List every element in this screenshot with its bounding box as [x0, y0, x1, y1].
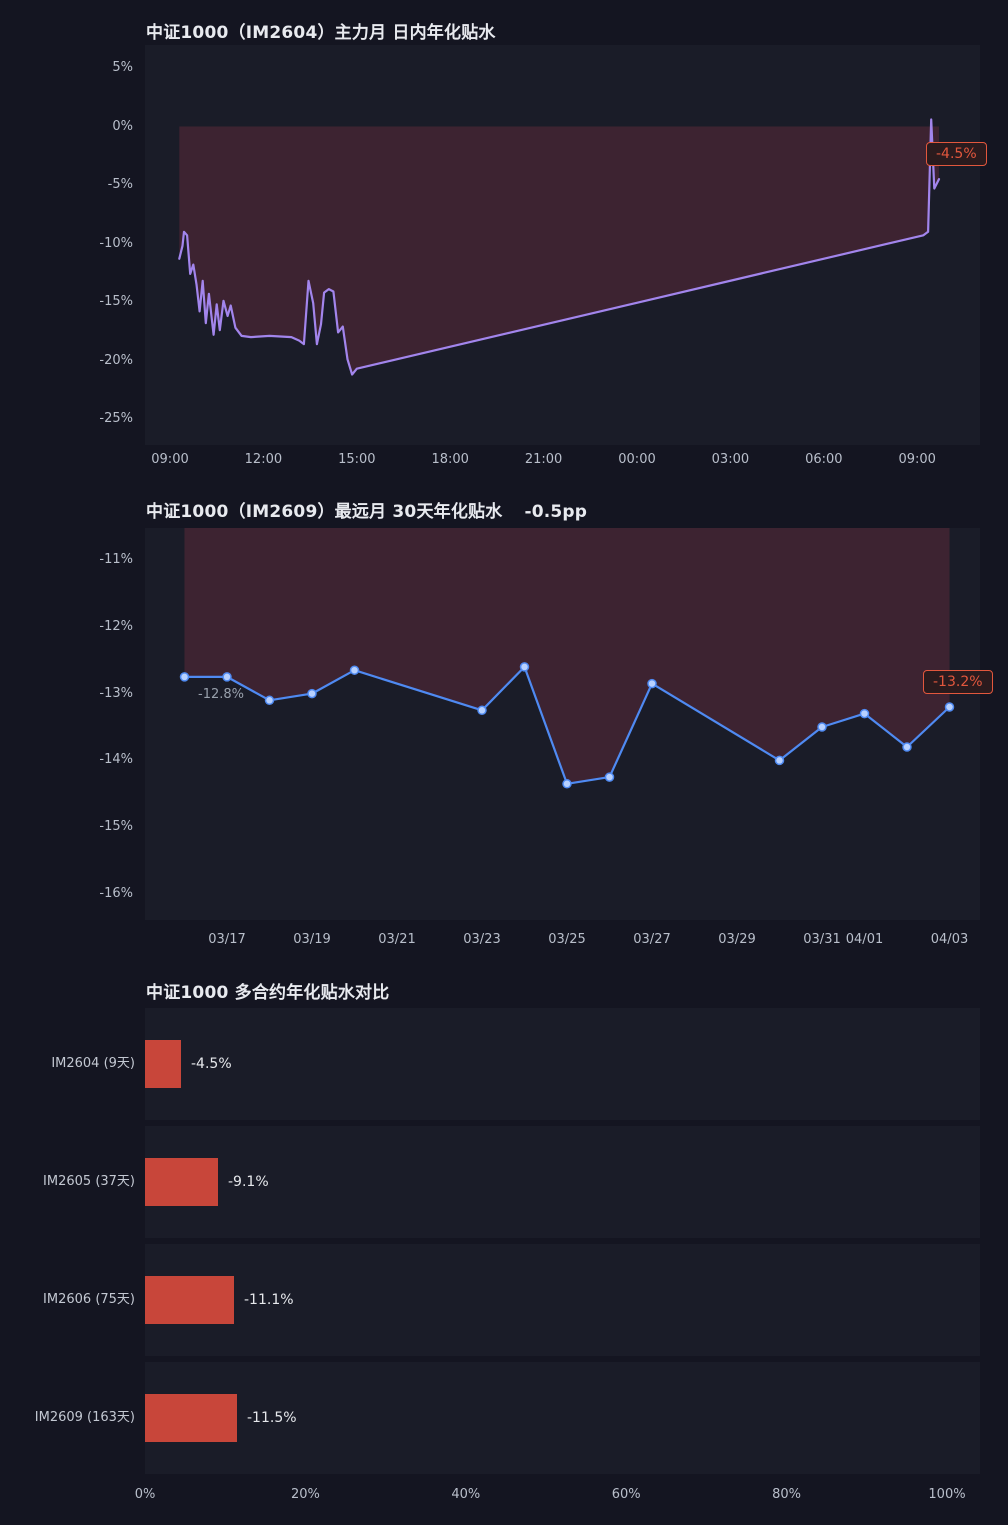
monthly-x-tick-label: 03/21: [378, 932, 416, 947]
monthly-chart-title: 中证1000（IM2609）最远月 30天年化贴水 -0.5pp: [146, 497, 587, 522]
monthly-x-tick-label: 04/01: [845, 932, 884, 947]
intraday-y-tick-label: 5%: [112, 60, 133, 75]
intraday-last-value-badge: -4.5%: [926, 142, 987, 166]
monthly-y-tick-label: -14%: [99, 752, 133, 768]
monthly-line-chart[interactable]: [145, 528, 980, 920]
comparison-x-tick-label: 60%: [611, 1487, 641, 1502]
comparison-bar-category-label: IM2604 (9天): [51, 1056, 135, 1071]
comparison-x-tick-label: 40%: [451, 1487, 481, 1502]
intraday-x-tick-label: 21:00: [524, 452, 563, 467]
comparison-bar-category-label: IM2606 (75天): [43, 1292, 135, 1307]
comparison-bar-im2606[interactable]: [145, 1276, 234, 1324]
monthly-x-tick-label: 03/19: [293, 932, 331, 947]
comparison-bar-value-label: -4.5%: [191, 1056, 232, 1072]
intraday-y-tick-label: -20%: [99, 352, 133, 368]
intraday-x-tick-label: 12:00: [244, 452, 283, 467]
intraday-y-tick-label: -10%: [99, 235, 133, 251]
monthly-x-tick-label: 03/25: [548, 932, 586, 947]
comparison-x-tick-label: 0%: [134, 1487, 156, 1502]
monthly-y-tick-label: -16%: [99, 886, 133, 901]
comparison-bar-value-label: -11.1%: [244, 1292, 294, 1308]
intraday-x-tick-label: 06:00: [805, 452, 843, 467]
monthly-chart-subtitle: -0.5pp: [524, 502, 588, 522]
comparison-bar-value-label: -11.5%: [247, 1410, 297, 1426]
comparison-x-tick-label: 20%: [290, 1487, 320, 1502]
monthly-x-tick-label: 03/17: [208, 932, 246, 947]
comparison-row-band: [145, 1126, 980, 1238]
intraday-x-tick-label: 15:00: [338, 452, 376, 467]
comparison-x-tick-label: 100%: [928, 1487, 966, 1502]
intraday-chart-title: 中证1000（IM2604）主力月 日内年化贴水: [146, 23, 496, 43]
comparison-bar-im2605[interactable]: [145, 1158, 218, 1206]
intraday-y-tick-label: -25%: [99, 411, 133, 426]
monthly-x-tick-label: 03/31: [803, 932, 841, 947]
intraday-y-tick-label: -5%: [107, 177, 133, 192]
comparison-row-band: [145, 1244, 980, 1356]
monthly-y-tick-label: -12%: [99, 618, 133, 634]
intraday-x-tick-label: 09:00: [898, 452, 936, 467]
comparison-bar-im2604[interactable]: [145, 1040, 181, 1088]
monthly-point-label: -12.8%: [198, 687, 244, 702]
comparison-bar-im2609[interactable]: [145, 1394, 237, 1442]
comparison-bar-category-label: IM2605 (37天): [43, 1174, 135, 1189]
comparison-row-band: [145, 1362, 980, 1474]
monthly-y-tick-label: -11%: [99, 552, 133, 567]
monthly-x-tick-label: 03/23: [463, 932, 501, 947]
comparison-bar-category-label: IM2609 (163天): [34, 1410, 135, 1425]
intraday-line-chart[interactable]: [145, 45, 980, 445]
monthly-x-tick-label: 03/27: [633, 932, 671, 947]
monthly-y-tick-label: -13%: [99, 685, 133, 701]
comparison-chart-title: 中证1000 多合约年化贴水对比: [146, 983, 390, 1003]
monthly-y-tick-label: -15%: [99, 819, 133, 835]
comparison-row-band: [145, 1008, 980, 1120]
intraday-x-tick-label: 09:00: [151, 452, 189, 467]
monthly-x-tick-label: 04/03: [930, 932, 969, 947]
comparison-bar-value-label: -9.1%: [228, 1174, 269, 1190]
intraday-x-tick-label: 03:00: [711, 452, 750, 467]
intraday-y-tick-label: 0%: [112, 118, 133, 134]
intraday-x-tick-label: 00:00: [618, 452, 656, 467]
monthly-x-tick-label: 03/29: [718, 932, 756, 947]
monthly-last-value-badge: -13.2%: [923, 670, 993, 694]
comparison-bar-chart[interactable]: [145, 1008, 980, 1480]
intraday-x-tick-label: 18:00: [431, 452, 469, 467]
monthly-chart-title-text: 中证1000（IM2609）最远月 30天年化贴水: [146, 502, 503, 522]
comparison-x-tick-label: 80%: [772, 1487, 802, 1502]
intraday-y-tick-label: -15%: [99, 294, 133, 309]
